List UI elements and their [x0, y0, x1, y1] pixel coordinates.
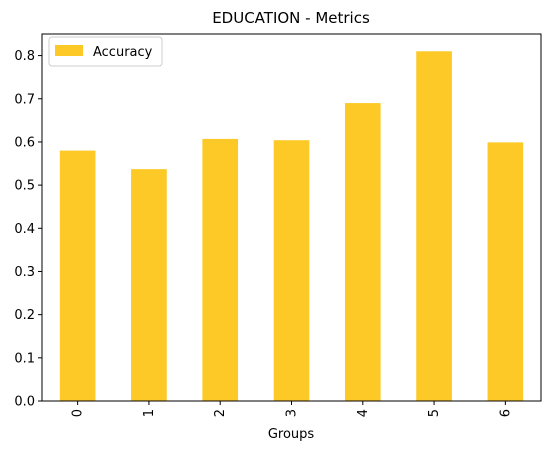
legend-label: Accuracy	[93, 45, 153, 60]
x-tick-label-3: 3	[285, 409, 300, 417]
chart-title: EDUCATION - Metrics	[212, 9, 370, 27]
bar-2	[202, 138, 239, 401]
y-tick-label-0.4: 0.4	[14, 222, 35, 237]
x-tick-label-4: 4	[356, 409, 371, 417]
legend: Accuracy	[48, 36, 163, 67]
y-tick-label-0.1: 0.1	[14, 351, 35, 366]
legend-box	[48, 36, 163, 67]
x-tick-label-2: 2	[213, 409, 228, 417]
y-axis: 0.0 0.1 0.2 0.3 0.4 0.5 0.6 0.7 0.8	[14, 49, 42, 410]
y-tick-label-0.7: 0.7	[14, 92, 35, 107]
y-tick-label-0.8: 0.8	[14, 49, 35, 64]
x-tick-label-5: 5	[427, 409, 442, 417]
bar-5	[416, 51, 452, 401]
bar-0	[59, 150, 96, 401]
y-tick-label-0.3: 0.3	[14, 265, 35, 280]
x-axis: 0 1 2 3 4 5 6	[71, 401, 513, 417]
y-tick-label-0.5: 0.5	[14, 179, 35, 194]
x-tick-label-6: 6	[498, 409, 513, 417]
y-tick-label-0.6: 0.6	[14, 135, 35, 150]
x-axis-label: Groups	[268, 427, 315, 442]
plot-frame	[41, 33, 542, 402]
x-tick-label-0: 0	[71, 409, 86, 417]
legend-swatch	[55, 45, 83, 56]
bar-3	[273, 140, 310, 401]
bar-6	[487, 142, 524, 402]
bars-group	[59, 51, 524, 402]
y-tick-label-0.0: 0.0	[14, 395, 35, 410]
x-tick-label-1: 1	[142, 409, 157, 417]
bar-4	[344, 103, 381, 402]
bar-1	[131, 169, 167, 401]
y-tick-label-0.2: 0.2	[14, 308, 35, 323]
